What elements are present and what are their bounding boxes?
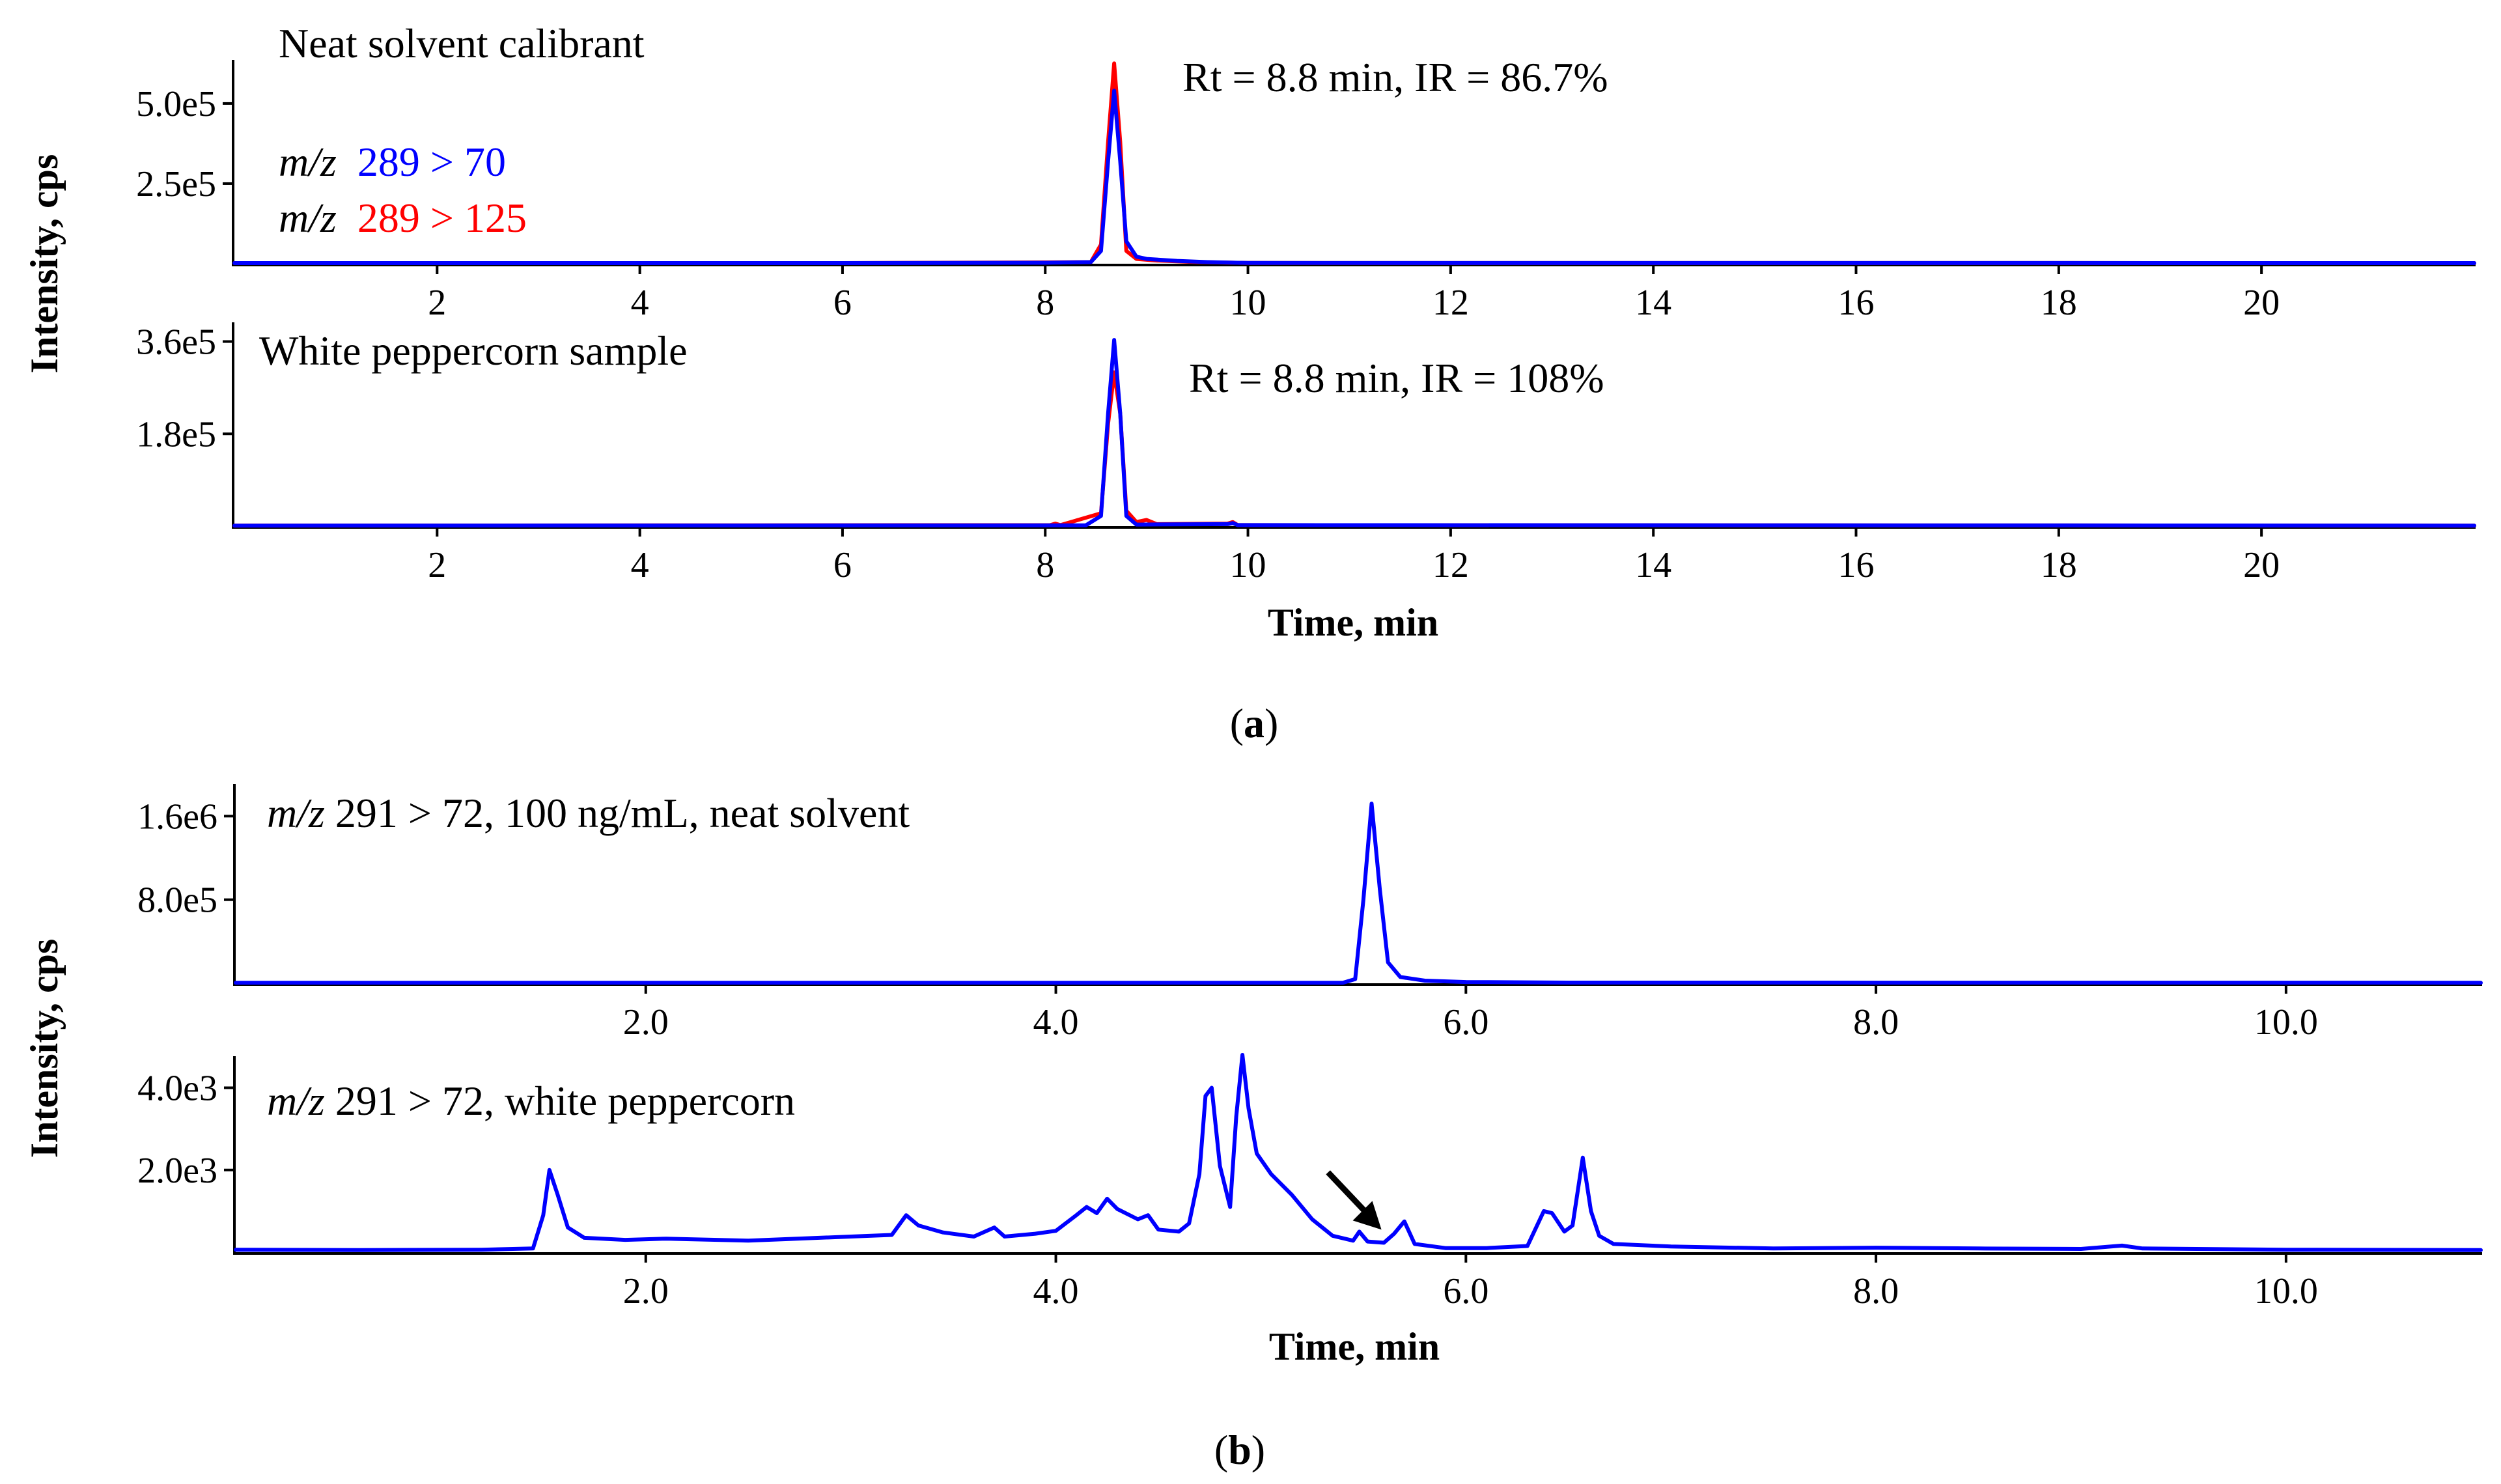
panel-b-top-label: m/z 291 > 72, 100 ng/mL, neat solvent xyxy=(267,790,910,836)
legend-quant-transition: 289 > 70 xyxy=(357,139,506,185)
series-line-m-z-291-72 xyxy=(234,802,2483,985)
x-tick-label: 6 xyxy=(833,283,852,323)
x-tick-label: 4.0 xyxy=(1033,1002,1079,1043)
x-tick-label: 4 xyxy=(631,545,649,585)
x-tick-label: 20 xyxy=(2243,545,2280,585)
panel-b-top-series xyxy=(234,802,2483,985)
panel-b-top-x-ticks: 2.0 4.0 6.0 8.0 10.0 xyxy=(623,985,2318,1043)
y-tick-label: 4.0e3 xyxy=(137,1069,217,1109)
x-tick-label: 18 xyxy=(2041,283,2077,323)
x-tick-label: 12 xyxy=(1432,283,1469,323)
x-tick-label: 20 xyxy=(2243,283,2280,323)
y-tick-label: 1.6e6 xyxy=(137,796,217,837)
x-tick-label: 16 xyxy=(1837,545,1874,585)
panel-a-caption: (a) xyxy=(1230,700,1279,746)
x-tick-label: 2 xyxy=(428,283,446,323)
y-tick-label: 3.6e5 xyxy=(136,322,216,363)
panel-b-bottom-y-ticks: 2.0e3 4.0e3 xyxy=(137,1069,234,1191)
panel-a-top-title: Neat solvent calibrant xyxy=(279,20,645,66)
caption-b-letter: b xyxy=(1228,1427,1251,1473)
x-tick-label: 10.0 xyxy=(2254,1002,2318,1043)
panel-a-bottom-title: White peppercorn sample xyxy=(259,328,688,374)
y-tick-label: 2.0e3 xyxy=(137,1151,217,1191)
series-line-m-z-289-70 xyxy=(232,338,2476,528)
x-tick-label: 4 xyxy=(631,283,649,323)
series-line-m-z-289-70 xyxy=(232,89,2476,265)
x-tick-label: 12 xyxy=(1432,545,1469,585)
x-tick-label: 6 xyxy=(833,545,852,585)
panel-a-bottom-annotation: Rt = 8.8 min, IR = 108% xyxy=(1189,355,1604,401)
panel-a-bottom-series xyxy=(232,338,2476,528)
caption-b-close: ) xyxy=(1251,1427,1265,1473)
caption-a-close: ) xyxy=(1264,700,1278,746)
panel-b-ylabel: Intensity, cps xyxy=(23,939,66,1158)
b-top-label-text: 291 > 72, 100 ng/mL, neat solvent xyxy=(325,790,910,836)
x-tick-label: 18 xyxy=(2041,545,2077,585)
retention-arrow-icon xyxy=(1326,1170,1382,1230)
x-tick-label: 6.0 xyxy=(1443,1002,1488,1043)
panel-a-top-annotation: Rt = 8.8 min, IR = 86.7% xyxy=(1182,54,1608,100)
panel-a-top-x-ticks: 2 4 6 8 10 12 14 16 18 20 xyxy=(428,265,2280,323)
b-top-mz: m/z xyxy=(267,790,325,836)
x-tick-label: 16 xyxy=(1837,283,1874,323)
panel-b-bottom-label: m/z 291 > 72, white peppercorn xyxy=(267,1078,795,1124)
caption-a-letter: a xyxy=(1244,700,1264,746)
x-tick-label: 2.0 xyxy=(623,1271,669,1311)
panel-b-caption: (b) xyxy=(1214,1427,1265,1473)
x-tick-label: 10.0 xyxy=(2254,1271,2318,1311)
panel-a-legend-qual: m/z 289 > 125 xyxy=(279,195,527,241)
x-tick-label: 2 xyxy=(428,545,446,585)
legend-qual-transition: 289 > 125 xyxy=(357,195,527,241)
y-tick-label: 1.8e5 xyxy=(136,414,216,455)
panel-a: Intensity, cps 2.5e5 5.0e5 2 4 6 8 10 12 14 16 18… xyxy=(23,20,2476,746)
arrow-head xyxy=(1352,1201,1382,1230)
panel-b-top-y-ticks: 8.0e5 1.6e6 xyxy=(137,796,234,921)
x-tick-label: 4.0 xyxy=(1033,1271,1079,1311)
b-bottom-label-text: 291 > 72, white peppercorn xyxy=(325,1078,795,1124)
b-bottom-mz: m/z xyxy=(267,1078,325,1124)
x-tick-label: 8 xyxy=(1036,545,1054,585)
caption-b-open: ( xyxy=(1214,1427,1228,1473)
panel-a-bottom-y-ticks: 1.8e5 3.6e5 xyxy=(136,322,233,455)
series-line-m-z-291-72 xyxy=(234,1053,2483,1252)
x-tick-label: 10 xyxy=(1230,545,1266,585)
x-tick-label: 8.0 xyxy=(1853,1002,1899,1043)
panel-b: Intensity, cps 8.0e5 1.6e6 2.0 4.0 6.0 8.0 10… xyxy=(23,784,2483,1473)
panel-a-bottom-x-ticks: 2 4 6 8 10 12 14 16 18 20 xyxy=(428,527,2280,585)
panel-b-bottom-series xyxy=(234,1053,2483,1252)
legend-quant-mz: m/z xyxy=(279,139,337,185)
x-tick-label: 6.0 xyxy=(1443,1271,1488,1311)
panel-a-top-y-ticks: 2.5e5 5.0e5 xyxy=(136,84,233,204)
x-tick-label: 10 xyxy=(1230,283,1266,323)
y-tick-label: 2.5e5 xyxy=(136,164,216,204)
panel-a-xlabel: Time, min xyxy=(1268,601,1438,644)
caption-a-open: ( xyxy=(1230,700,1244,746)
y-tick-label: 5.0e5 xyxy=(136,84,216,124)
x-tick-label: 14 xyxy=(1635,283,1671,323)
panel-a-legend-quant: m/z 289 > 70 xyxy=(279,139,506,185)
x-tick-label: 2.0 xyxy=(623,1002,669,1043)
panel-a-ylabel: Intensity, cps xyxy=(23,154,66,374)
legend-qual-mz: m/z xyxy=(279,195,337,241)
y-tick-label: 8.0e5 xyxy=(137,880,217,921)
x-tick-label: 8 xyxy=(1036,283,1054,323)
x-tick-label: 14 xyxy=(1635,545,1671,585)
panel-a-top-series xyxy=(232,61,2476,265)
panel-b-xlabel: Time, min xyxy=(1269,1325,1440,1368)
panel-b-bottom-x-ticks: 2.0 4.0 6.0 8.0 10.0 xyxy=(623,1253,2318,1311)
x-tick-label: 8.0 xyxy=(1853,1271,1899,1311)
